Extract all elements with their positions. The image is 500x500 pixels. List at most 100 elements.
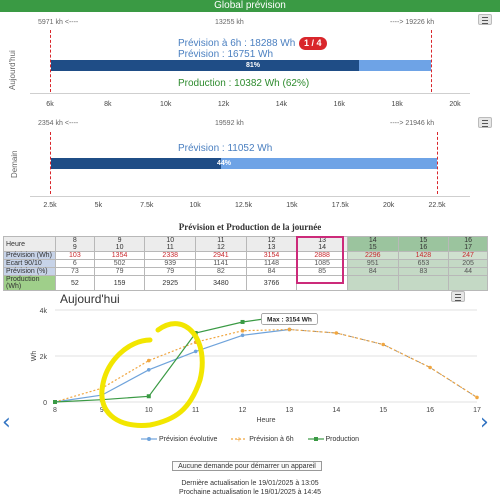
x-tick-label: 13: [286, 407, 294, 414]
prevision-pct-cell: 79: [93, 267, 146, 276]
tomorrow-max-marker: [437, 132, 438, 194]
axis-tick-label: 17.5k: [331, 202, 349, 209]
page-title: Global prévision: [214, 0, 286, 11]
legend-production[interactable]: Production: [307, 436, 359, 443]
prevision-cell: 1428: [397, 251, 450, 260]
prevision-pct-cell: 44: [448, 267, 488, 276]
prevision-cell: 2296: [346, 251, 399, 260]
x-tick-label: 8: [53, 407, 57, 414]
hour-end: 15: [368, 244, 377, 251]
legend-prevision-6h[interactable]: + Prévision à 6h: [231, 436, 295, 443]
axis-tick-label: 22.5k: [428, 202, 446, 209]
next-day-arrow-icon[interactable]: ›: [480, 410, 489, 435]
prevision-cell: 247: [448, 251, 488, 260]
hour-start: 11: [217, 237, 225, 244]
hour-end: 14: [318, 244, 327, 251]
table-title: Prévision et Production de la journée: [178, 222, 322, 232]
tooltip-text: Max : 3154 Wh: [267, 316, 312, 323]
page-header: Global prévision: [0, 0, 500, 12]
hour-cell: 16 17: [448, 236, 488, 252]
device-notice: Aucune demande pour démarrer un appareil: [172, 461, 322, 471]
axis-tick-label: 10k: [189, 202, 201, 209]
hour-end: 9: [72, 244, 77, 251]
chart-menu-button[interactable]: [451, 291, 465, 302]
tomorrow-prevision: Prévision : 11052 Wh: [178, 143, 273, 154]
prevision-pct-cell: 84: [245, 267, 298, 276]
tooltip-box: [261, 313, 318, 325]
today-prevision: Prévision : 16751 Wh: [178, 49, 274, 60]
axis-tick-label: 16k: [333, 101, 345, 108]
chart-legend: Prévision évolutive + Prévision à 6h Pro…: [0, 436, 500, 443]
production-table: Heure 8 9 9 10 10 11 11 12 12 13 13 14 14 15 15 16 16 17 P…: [3, 236, 488, 291]
tomorrow-span-right: ----> 21946 kh: [390, 120, 435, 127]
hour-cell: 11 12: [195, 236, 247, 252]
axis-tick-label: 18k: [391, 101, 403, 108]
svg-text:+: +: [236, 436, 242, 442]
production-cell: 3480: [195, 275, 247, 291]
production-cell: 159: [93, 275, 146, 291]
hour-end: 10: [115, 244, 124, 251]
production-point: [240, 319, 245, 324]
hour-start: 14: [368, 237, 377, 244]
prevision-6h-point: [146, 358, 151, 363]
today-menu-button[interactable]: [478, 14, 492, 25]
tomorrow-span-mid: 19592 kh: [215, 120, 244, 127]
prevision-6h-point: [428, 365, 432, 370]
prevision-evolutive-point: [146, 368, 151, 372]
tomorrow-menu-button[interactable]: [478, 117, 492, 128]
today-page-badge[interactable]: 1 / 4: [299, 37, 327, 50]
legend-prevision-evolutive[interactable]: Prévision évolutive: [141, 436, 219, 443]
prevision-cell: 3154: [245, 251, 298, 260]
x-tick-label: 9: [100, 407, 104, 414]
current-hour-highlight: [296, 236, 344, 284]
ecart-cell: 6: [55, 259, 95, 268]
today-max-marker: [431, 30, 432, 92]
production-cell: 2925: [144, 275, 197, 291]
x-tick-label: 12: [239, 407, 247, 414]
production-cell: [397, 275, 450, 291]
hour-start: 10: [166, 237, 175, 244]
y-axis-label: Wh: [31, 351, 38, 362]
prev-day-arrow-icon[interactable]: ‹: [2, 410, 11, 435]
series-line-2: [54, 314, 290, 403]
hour-start: 8: [72, 237, 77, 244]
today-span-right: ----> 19226 kh: [390, 19, 435, 26]
highlight-annotation: [99, 321, 205, 428]
ecart-cell: 939: [144, 259, 197, 268]
ecart-cell: 653: [397, 259, 450, 268]
prevision-pct-cell: 84: [346, 267, 399, 276]
prevision-pct-cell: 73: [55, 267, 95, 276]
chart-title: Aujourd'hui: [60, 292, 120, 306]
production-cell: 3766: [245, 275, 298, 291]
prevision-cell: 1354: [93, 251, 146, 260]
hour-cell: 9 10: [93, 236, 146, 252]
prevision-cell: 103: [55, 251, 95, 260]
axis-tick-label: 14k: [275, 101, 288, 108]
today-bar-fill: [51, 60, 359, 71]
prevision-evolutive-point: [193, 349, 198, 354]
y-tick-label: 0: [43, 400, 47, 407]
y-tick-label: 2k: [40, 354, 48, 361]
prevision-pct-cell: 83: [397, 267, 450, 276]
row-label-hour: Heure: [3, 236, 56, 252]
axis-tick-label: 8k: [104, 101, 112, 108]
next-update: Prochaine actualisation le 19/01/2025 à …: [178, 489, 322, 496]
hour-cell: 15 16: [397, 236, 450, 252]
series-line-1: [54, 328, 478, 403]
axis-tick-label: 12.5k: [234, 202, 253, 209]
hour-end: 12: [216, 244, 225, 251]
line-chart: 0 2k 4k Wh 8 9 10 11 12 13 14 15 16 17 Heure Max : 3154…: [31, 308, 481, 428]
today-bar-percent: 81%: [245, 62, 261, 69]
ecart-cell: 1148: [245, 259, 298, 268]
axis-tick-label: 2.5k: [43, 202, 57, 209]
hour-start: 12: [267, 237, 276, 244]
tomorrow-bar-background: [51, 158, 437, 169]
hour-end: 13: [267, 244, 276, 251]
hour-start: 13: [318, 237, 327, 244]
prevision-6h-point: [381, 342, 386, 347]
today-span-mid: 13255 kh: [215, 19, 244, 26]
x-tick-label: 15: [379, 407, 387, 414]
ecart-cell: 205: [448, 259, 488, 268]
tomorrow-min-marker: [50, 132, 51, 194]
hour-cell: 10 11: [144, 236, 197, 252]
